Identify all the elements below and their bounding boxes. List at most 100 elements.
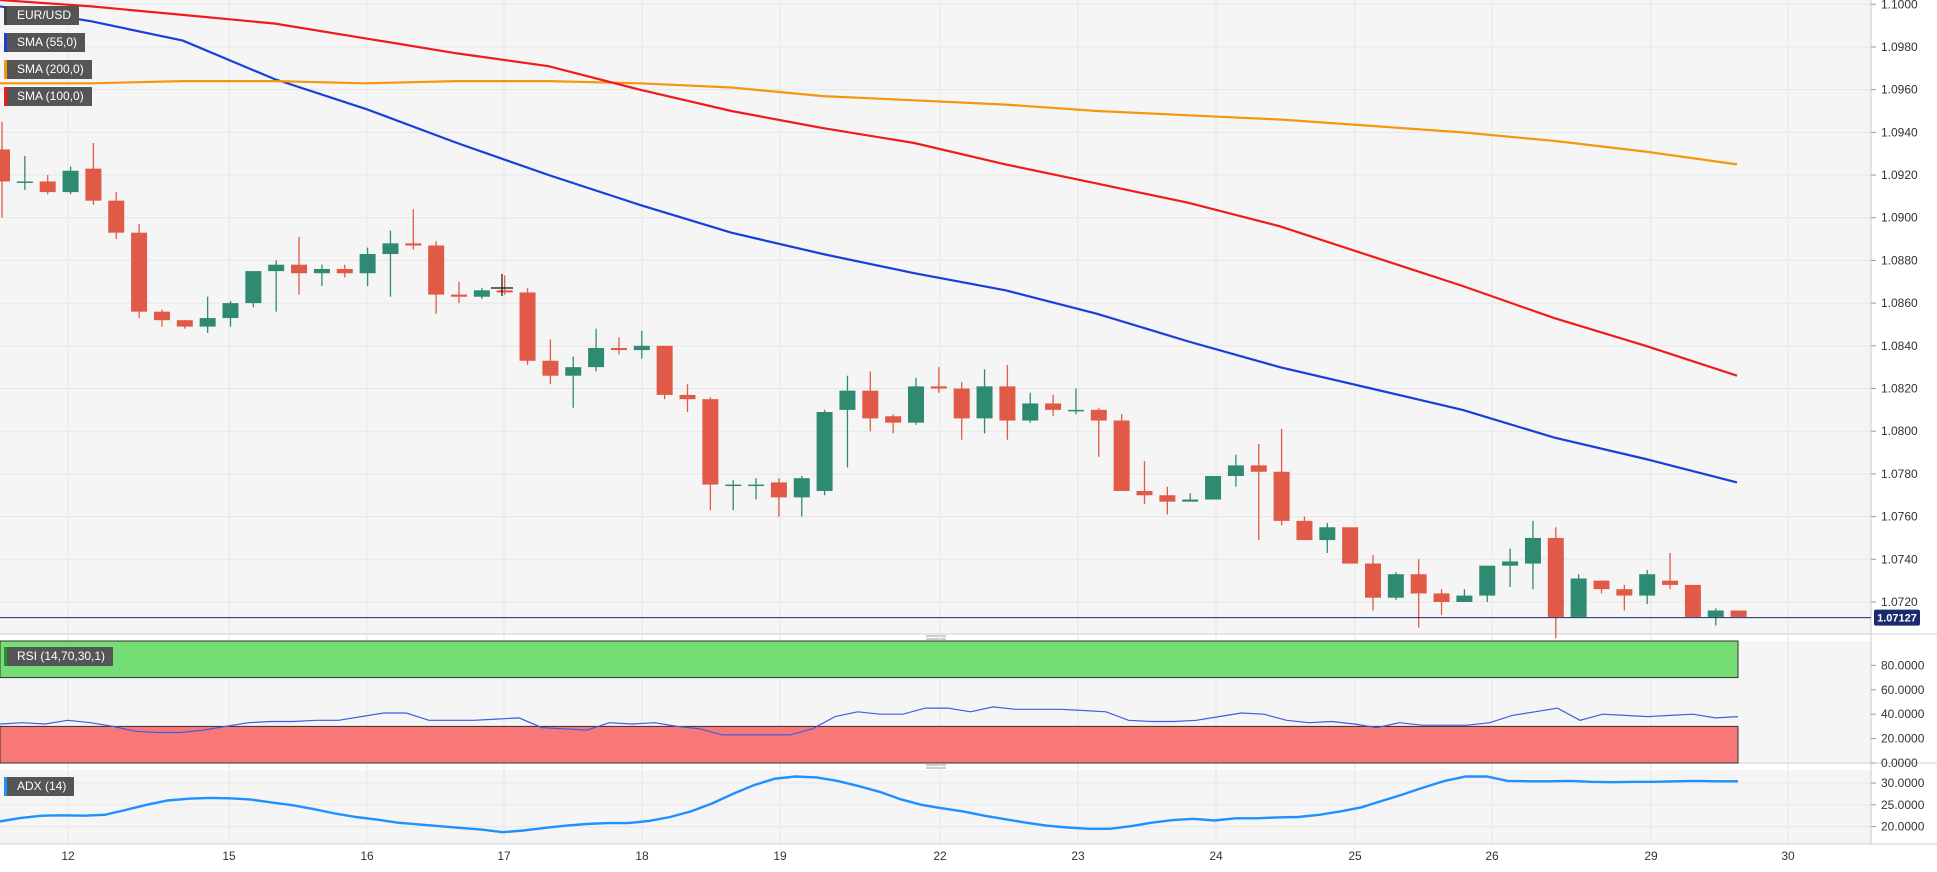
price-pane-bg <box>0 0 1871 634</box>
candle-body <box>1524 537 1541 564</box>
candle-body <box>702 399 719 485</box>
candle-body <box>565 367 582 376</box>
x-tick-label: 19 <box>773 849 787 863</box>
candle-body <box>85 168 102 201</box>
candle-body <box>222 303 239 319</box>
candle-body <box>199 318 216 327</box>
price-tick-label: 1.0980 <box>1881 40 1918 54</box>
candle-layer <box>0 121 1747 639</box>
candle-body <box>336 268 353 274</box>
rsi-overbought-band <box>0 640 1739 679</box>
price-tick-label: 1.0940 <box>1881 125 1918 139</box>
axis-layer: 12 15 16 17 18 19 22 23 24 25 26 29 30 1.1000 1.0980 1.… <box>61 0 1924 863</box>
sma-layer <box>0 0 1738 484</box>
candle-body <box>1227 465 1244 477</box>
legend-adx[interactable]: ADX (14) <box>4 777 75 796</box>
x-tick-label: 18 <box>635 849 649 863</box>
candle-body <box>1410 574 1427 594</box>
candle-body <box>953 388 970 419</box>
price-tick-label: 1.0740 <box>1881 552 1918 566</box>
current-price-badge <box>1874 609 1920 626</box>
candle-body <box>656 345 673 395</box>
candle-body <box>1387 574 1404 598</box>
candle-body <box>62 170 79 193</box>
candle-body <box>1547 537 1564 617</box>
candle-body <box>633 345 650 351</box>
rsi-tick-label: 60.0000 <box>1881 683 1925 697</box>
candle-body <box>1273 471 1290 521</box>
candle-body <box>39 181 56 193</box>
legend-sma100[interactable]: SMA (100,0) <box>4 87 92 106</box>
candle-body <box>748 484 765 487</box>
candle-body <box>291 264 308 274</box>
rsi-oversold-band <box>0 725 1739 764</box>
candle-body <box>999 386 1016 421</box>
candle-body <box>0 149 10 182</box>
candle-body <box>1296 520 1313 541</box>
candle-body <box>473 290 490 297</box>
price-tick-label: 1.0920 <box>1881 168 1918 182</box>
rsi-adx-resize-handle[interactable] <box>926 764 946 769</box>
legend-symbol[interactable]: EUR/USD <box>4 6 80 25</box>
candle-body <box>1365 563 1381 598</box>
price-tick-label: 1.0960 <box>1881 83 1918 97</box>
candle-body <box>428 245 445 295</box>
candle-body <box>451 294 467 297</box>
adx-layer <box>0 775 1738 834</box>
price-tick-label: 1.0880 <box>1881 253 1918 267</box>
candle-body <box>1022 403 1039 421</box>
x-tick-label: 17 <box>497 849 511 863</box>
price-tick-label: 1.0720 <box>1881 595 1918 609</box>
candle-body <box>1113 420 1130 491</box>
candle-body <box>131 232 148 312</box>
x-tick-label: 23 <box>1071 849 1085 863</box>
x-tick-label: 22 <box>933 849 947 863</box>
candle-body <box>679 394 696 400</box>
price-tick-label: 1.0900 <box>1881 211 1918 225</box>
x-tick-label: 15 <box>222 849 236 863</box>
sma-line <box>0 0 1738 377</box>
candle-body <box>1045 403 1062 410</box>
price-tick-label: 1.0800 <box>1881 424 1918 438</box>
adx-tick-label: 25.0000 <box>1881 798 1925 812</box>
sma-line <box>0 5 1738 484</box>
candle-body <box>1639 574 1656 596</box>
rsi-tick-label: 80.0000 <box>1881 658 1925 672</box>
candle-body <box>313 268 330 274</box>
legend-sma200[interactable]: SMA (200,0) <box>4 60 92 79</box>
candle-body <box>610 347 627 351</box>
candle-body <box>1433 593 1450 602</box>
x-tick-label: 26 <box>1485 849 1499 863</box>
candle-body <box>16 181 33 183</box>
candle-body <box>1570 578 1587 617</box>
candle-body <box>1319 527 1336 541</box>
adx-tick-label: 20.0000 <box>1881 820 1925 834</box>
candle-body <box>1136 490 1153 496</box>
candle-body <box>1479 565 1496 596</box>
candle-body <box>108 200 125 233</box>
legend-rsi[interactable]: RSI (14,70,30,1) <box>4 647 114 666</box>
candle-body <box>839 390 856 410</box>
candle-body <box>908 386 924 423</box>
candle-body <box>1593 580 1610 590</box>
x-tick-label: 25 <box>1348 849 1362 863</box>
legend-sma55[interactable]: SMA (55,0) <box>4 33 86 52</box>
candle-body <box>725 484 742 487</box>
price-tick-label: 1.0820 <box>1881 382 1918 396</box>
sma-line <box>0 79 1738 166</box>
candle-body <box>588 347 605 368</box>
candle-body <box>1684 584 1701 617</box>
rsi-line <box>0 706 1739 736</box>
candle-body <box>770 482 787 498</box>
candle-body <box>245 271 262 304</box>
rsi-tick-label: 40.0000 <box>1881 707 1925 721</box>
candle-body <box>268 264 285 272</box>
candle-body <box>519 292 536 361</box>
candle-body <box>1456 595 1473 602</box>
candle-body <box>1182 499 1199 502</box>
candle-body <box>1090 409 1107 421</box>
candle-body <box>359 254 376 274</box>
candle-body <box>1159 495 1176 502</box>
price-rsi-resize-handle[interactable] <box>926 635 946 640</box>
